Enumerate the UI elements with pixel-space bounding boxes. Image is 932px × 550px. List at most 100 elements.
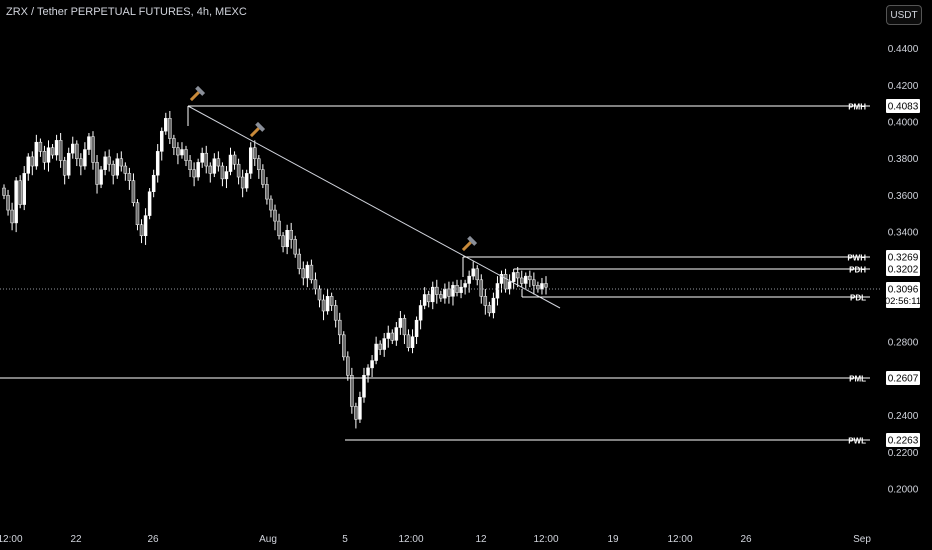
current-price-label: 0.3096 [888,285,919,296]
time-tick: Sep [853,534,871,545]
candle-body [240,176,245,189]
candle-body [34,141,39,167]
candle-body [394,327,399,341]
candle-body [131,180,136,203]
level-price-box [886,99,920,113]
candle-body [111,163,115,176]
candle-body [22,173,26,205]
candle-body [42,151,47,163]
candle-body [483,296,488,306]
candle-body [164,118,168,132]
hammer-handle [461,240,473,252]
candle-body [325,296,330,312]
candle-body [528,275,532,281]
candle-body [471,268,475,277]
candle-body [18,180,22,205]
candle-body [261,169,265,185]
candle-body [515,272,520,279]
time-axis: 12:00 22 26 Aug 5 12:00 12 12:00 19 12:00 26 Sep [0,534,871,545]
time-tick: 26 [147,534,159,545]
time-tick: 19 [607,534,619,545]
candle-body [532,279,536,286]
candle-body [54,140,59,156]
candle-body [358,397,362,420]
level-name-pwl: PWL [848,437,866,446]
candle-body [479,279,484,297]
level-price-pml: 0.2607 [888,374,919,385]
level-price-pwl: 0.2263 [888,436,919,447]
candle-body [107,156,111,165]
time-tick: 26 [740,534,752,545]
candle-body [305,264,310,279]
candle-body [435,286,439,295]
countdown-label: 02:56:11 [885,296,921,307]
hammer-icon [249,121,266,138]
candle-body [38,141,43,152]
candle-body [418,305,423,321]
level-name-pwh: PWH [847,254,866,263]
candle-body [422,294,427,306]
candle-body [248,147,253,174]
currency-button[interactable]: USDT [886,5,922,25]
candle-body [6,195,10,211]
candle-body [75,143,79,159]
candle-body [236,163,241,178]
candle-body [301,268,306,279]
candle-body [346,356,350,376]
candle-body [212,158,217,174]
candle-body [26,156,31,174]
price-tick: 0.3600 [888,191,919,202]
candle-body [253,147,257,159]
candle-body [519,277,524,284]
trendline [187,105,561,309]
price-tick: 0.4000 [888,118,919,129]
candle-body [402,318,407,336]
candle-body [293,239,297,255]
candle-body [410,336,415,348]
candle-body [342,334,346,358]
candle-body [91,136,95,163]
hammer-handle [189,90,201,102]
candle-body [66,152,71,176]
candle-body [544,283,548,288]
candle-body [386,332,391,339]
candle-body [196,162,200,178]
time-tick: Aug [259,534,277,545]
candle-body [200,152,204,163]
level-price-box [886,433,920,447]
candle-body [321,299,326,312]
price-tick: 0.2000 [888,485,919,496]
candle-body [317,288,322,301]
candle-body [79,158,83,167]
price-tick: 0.4400 [888,44,919,55]
candle-body [180,149,184,156]
candle-body [71,143,75,154]
hammer-head [255,121,266,132]
candle-body [269,198,273,211]
candle-body [475,268,479,281]
candle-body [30,156,35,167]
level-price-pdh: 0.3202 [888,265,919,276]
candle-body [398,318,403,328]
candle-body [491,297,496,314]
candle-body [439,294,443,299]
level-name-pdh: PDH [849,266,866,275]
candle-body [333,305,338,321]
price-tick: 0.3400 [888,228,919,239]
candle-body [370,360,374,369]
candle-body [382,338,386,350]
price-tick: 0.3800 [888,154,919,165]
candle-body [147,191,152,216]
candle-body [350,374,354,407]
level-name-pdl: PDL [850,294,866,303]
candle-body [426,294,431,303]
price-tick: 0.2400 [888,411,919,422]
candle-body [224,171,229,180]
time-tick: 12:00 [533,534,558,545]
candles-layer [2,110,548,429]
candle-body [228,154,233,172]
candle-body [447,288,451,297]
candle-body [83,149,87,167]
candle-body [127,173,132,181]
